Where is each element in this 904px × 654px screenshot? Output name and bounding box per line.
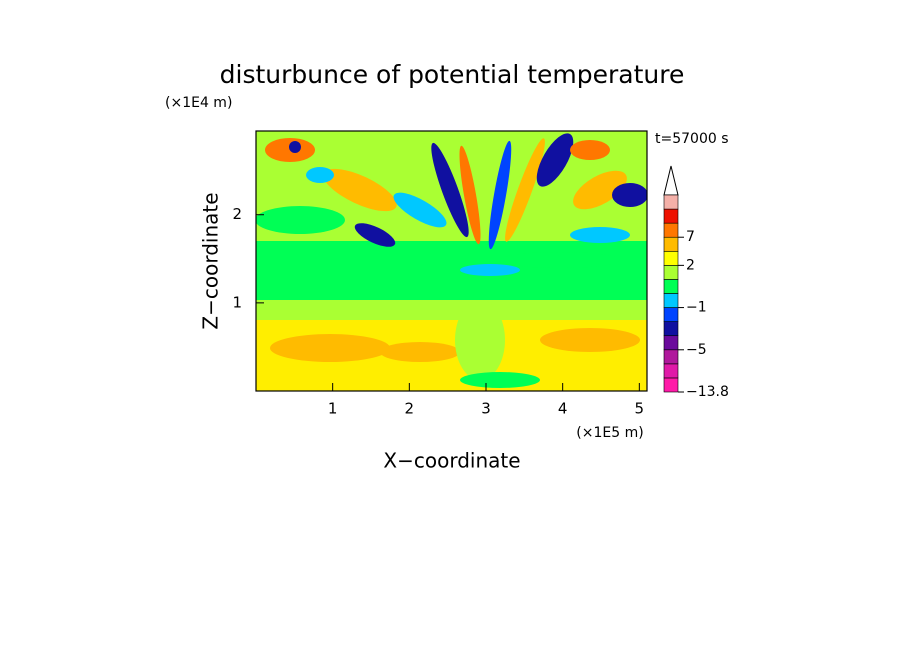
x-axis-label: X−coordinate <box>383 449 520 473</box>
colorbar-segment <box>663 307 679 322</box>
colorbar-tick-label: 2 <box>686 257 695 273</box>
x-tick-label: 5 <box>635 400 645 418</box>
x-tick-label: 1 <box>328 400 338 418</box>
colorbar-segment <box>663 208 679 224</box>
colorbar-segment <box>663 265 679 280</box>
colorbar-segment <box>663 321 679 337</box>
y-unit: (×1E4 m) <box>165 95 232 111</box>
colorbar-segment <box>663 236 679 252</box>
colorbar-tick-label: −13.8 <box>686 384 729 400</box>
x-tick-label: 2 <box>405 400 415 418</box>
colorbar-segment <box>663 250 679 266</box>
annotation: t=57000 s <box>655 131 729 147</box>
y-tick-label: 1 <box>232 293 242 311</box>
colorbar-segment <box>663 194 679 210</box>
x-unit: (×1E5 m) <box>576 425 643 441</box>
y-tick-label: 2 <box>232 205 242 223</box>
y-axis-label: Z−coordinate <box>199 192 223 329</box>
colorbar-tick-label: 7 <box>686 229 695 245</box>
x-tick-label: 4 <box>558 400 568 418</box>
colorbar-tick-label: −1 <box>686 300 707 316</box>
colorbar-tick-label: −5 <box>686 342 707 358</box>
colorbar-segment <box>663 363 679 379</box>
colorbar-segment <box>663 349 679 365</box>
colorbar-segment <box>663 293 679 308</box>
colorbar-segment <box>663 377 679 393</box>
contour-field <box>256 131 647 391</box>
plot-frame <box>255 130 648 392</box>
colorbar-segment <box>663 222 679 238</box>
colorbar-extension <box>663 165 679 196</box>
chart-title: disturbunce of potential temperature <box>220 60 685 89</box>
colorbar-segment <box>663 335 679 351</box>
colorbar-segment <box>663 279 679 294</box>
x-tick-label: 3 <box>481 400 491 418</box>
